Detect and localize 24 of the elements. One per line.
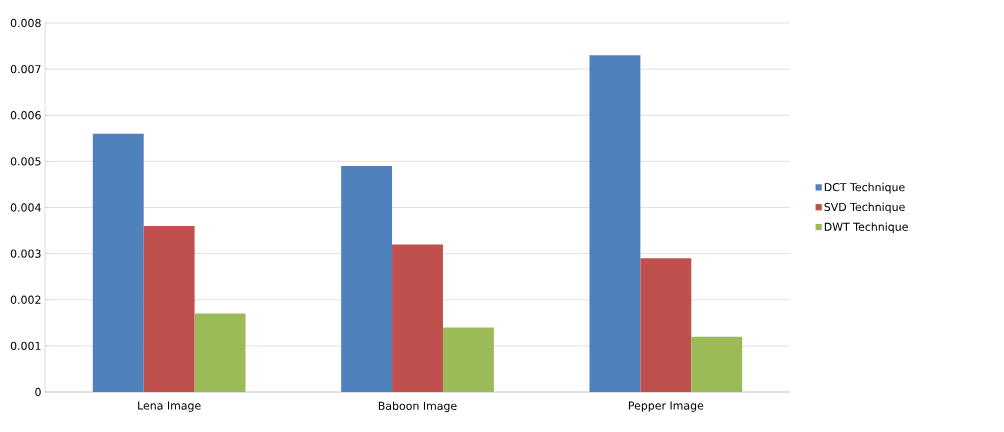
- y-tick-label: 0.001: [10, 341, 41, 351]
- legend-label: SVD Technique: [824, 202, 905, 214]
- bar: [589, 55, 641, 392]
- bar: [392, 244, 443, 392]
- legend-label: DCT Technique: [824, 182, 905, 194]
- bar: [194, 313, 246, 392]
- bar: [143, 225, 195, 392]
- bar: [640, 258, 692, 392]
- x-tick-label: Pepper Image: [628, 401, 704, 412]
- y-tick-label: 0.002: [10, 295, 41, 304]
- bar: [92, 133, 144, 392]
- legend-label: DWT Technique: [824, 222, 908, 234]
- y-tick-label: 0.008: [10, 18, 41, 28]
- x-tick-label: Baboon Image: [378, 401, 457, 413]
- bar: [691, 336, 743, 392]
- y-tick-label: 0.006: [10, 111, 41, 120]
- y-tick-label: 0.005: [10, 157, 41, 166]
- bar: [442, 327, 494, 392]
- y-tick-label: 0: [35, 387, 41, 397]
- y-tick-label: 0.007: [10, 64, 41, 74]
- y-tick-label: 0.004: [10, 203, 41, 212]
- y-tick-label: 0.003: [10, 249, 41, 258]
- x-tick-label: Lena Image: [138, 401, 201, 412]
- bar: [341, 165, 393, 392]
